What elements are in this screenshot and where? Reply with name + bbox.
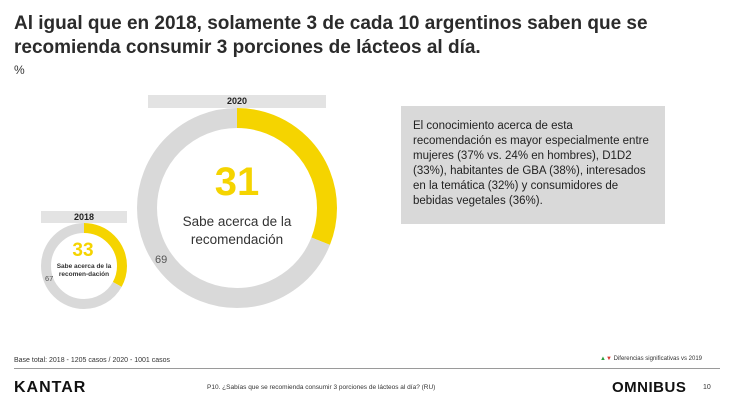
omnibus-logo: OMNIBUS	[612, 379, 687, 396]
slice-label-2020: Sabe acerca de la recomendación	[182, 214, 292, 247]
question-text: P10. ¿Sabías que se recomienda consumir …	[207, 384, 436, 391]
donut-slice-2020-1	[137, 108, 337, 308]
value-label-2020: 31	[214, 160, 260, 204]
donut-chart-2018	[41, 223, 127, 309]
up-arrow-icon: ▲	[600, 356, 606, 362]
rest-value-2018: 67	[45, 274, 54, 283]
significance-legend-text: Diferencias significativas vs 2019	[613, 356, 702, 362]
base-text: Base total: 2018 - 1205 casos / 2020 - 1…	[14, 357, 171, 364]
slide-title: Al igual que en 2018, solamente 3 de cad…	[14, 13, 648, 58]
rest-value-2020: 69	[155, 254, 168, 266]
donut-slice-2018-1	[41, 223, 127, 309]
footer-divider	[14, 368, 720, 369]
down-arrow-icon: ▼	[606, 356, 612, 362]
kantar-logo: KANTAR	[14, 379, 87, 396]
donut-chart-2020	[137, 108, 337, 308]
page-number: 10	[703, 384, 711, 391]
insight-note-box: El conocimiento acerca de esta recomenda…	[401, 106, 665, 224]
year-label-2018: 2018	[41, 211, 127, 223]
year-label-2020: 2020	[148, 95, 326, 108]
slice-label-2018: Sabe acerca de la recomen-dación	[56, 263, 112, 278]
unit-label: %	[14, 63, 25, 77]
value-label-2018: 33	[72, 240, 94, 261]
significance-legend: ▲▼ Diferencias significativas vs 2019	[600, 356, 702, 362]
